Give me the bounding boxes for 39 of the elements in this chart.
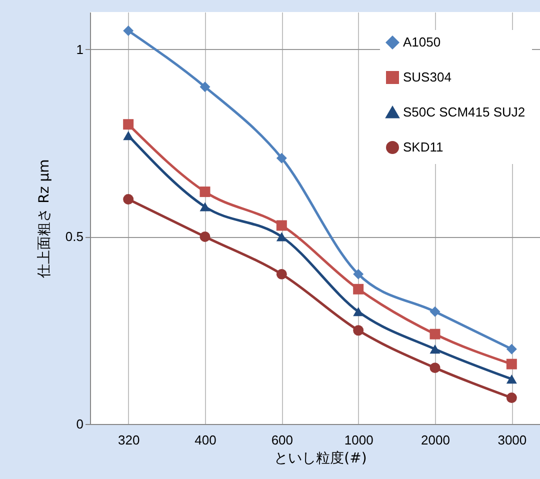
point: [123, 131, 134, 140]
point: [123, 25, 134, 36]
point: [200, 202, 210, 212]
point: [506, 392, 517, 404]
y-axis-title: 仕上面粗さ Rz μm: [36, 159, 52, 279]
x-tick-label: 600: [271, 432, 294, 448]
point: [123, 194, 134, 205]
legend-label: SKD11: [403, 140, 444, 154]
point: [353, 325, 364, 336]
point: [353, 307, 364, 316]
x-tick-label: 400: [194, 432, 216, 448]
legend-label: A1050: [403, 34, 441, 50]
x-tick-label: 2000: [421, 432, 450, 448]
point: [276, 152, 287, 164]
point: [200, 231, 210, 242]
point: [276, 232, 287, 242]
point: [123, 119, 134, 130]
point: [430, 344, 440, 354]
y-tick-label: 1: [76, 42, 84, 57]
x-tick-label: 320: [118, 432, 140, 448]
point: [430, 306, 440, 317]
y-tick-label: 0: [76, 416, 84, 432]
point: [506, 374, 517, 384]
point: [200, 82, 210, 92]
point: [276, 268, 287, 280]
x-axis-title: といし粒度(#): [274, 450, 367, 466]
point: [276, 220, 287, 231]
x-tick-label: 1000: [344, 432, 374, 448]
point: [430, 328, 440, 340]
point: [506, 344, 517, 354]
point: [506, 358, 517, 370]
y-tick-label: 0.5: [65, 229, 84, 244]
legend-label: S50C SCM415 SUJ2: [403, 104, 526, 120]
x-tick-label: 3000: [498, 432, 527, 448]
point: [430, 362, 440, 374]
legend-label: SUS304: [403, 70, 452, 84]
point: [353, 268, 364, 280]
point: [353, 284, 364, 294]
point: [200, 186, 210, 198]
